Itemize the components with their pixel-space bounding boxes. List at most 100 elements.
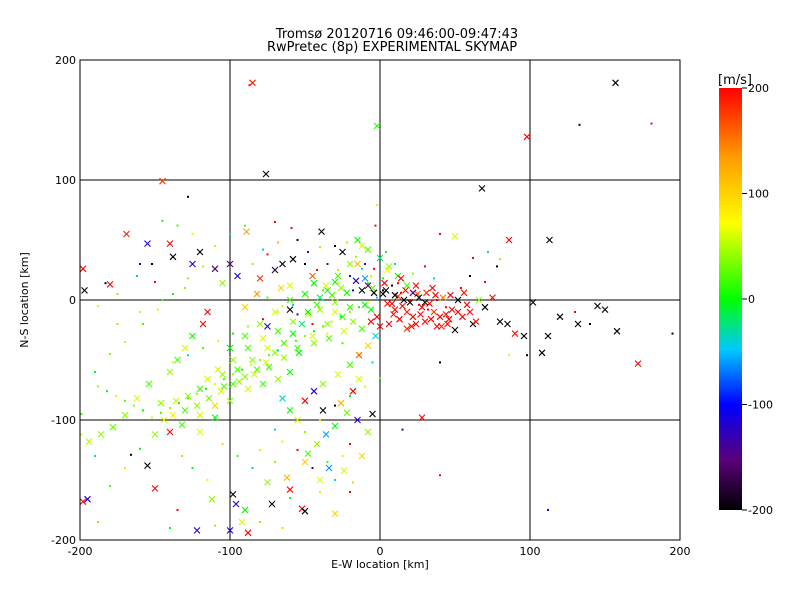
- data-point-cross: [364, 246, 372, 253]
- data-point-dot: [460, 287, 462, 289]
- data-point-cross: [367, 306, 375, 313]
- data-point-dot: [214, 383, 216, 385]
- data-point-cross: [432, 291, 439, 299]
- data-point-dot: [244, 224, 246, 227]
- data-point-dot: [97, 305, 99, 307]
- x-axis-label: E-W location [km]: [331, 558, 429, 571]
- data-point-cross: [262, 170, 270, 178]
- data-point-dot: [259, 449, 261, 451]
- data-point-cross: [451, 233, 459, 240]
- data-point-dot: [487, 251, 489, 253]
- data-point-cross: [349, 318, 357, 325]
- data-point-cross: [373, 122, 381, 130]
- data-point-cross: [339, 248, 346, 256]
- data-point-cross: [544, 332, 552, 340]
- data-point-cross: [196, 385, 204, 393]
- data-point-cross: [286, 306, 294, 313]
- data-point-dot: [124, 341, 126, 343]
- data-point-cross: [421, 299, 429, 306]
- data-point-cross: [334, 272, 342, 280]
- x-tick-label: -100: [218, 545, 243, 558]
- data-point-dot: [154, 281, 156, 283]
- data-point-dot: [274, 428, 276, 431]
- data-point-cross: [430, 308, 438, 316]
- data-point-dot: [304, 431, 306, 433]
- data-point-dot: [436, 299, 438, 301]
- data-point-cross: [594, 302, 601, 310]
- x-tick-label: -200: [68, 545, 93, 558]
- data-point-dot: [322, 325, 324, 328]
- data-point-dot: [196, 392, 198, 395]
- data-point-dot: [221, 443, 224, 445]
- data-point-cross: [97, 431, 105, 438]
- data-point-cross: [309, 332, 316, 340]
- data-point-cross: [277, 284, 285, 292]
- data-point-dot: [364, 263, 366, 265]
- data-point-cross: [354, 416, 361, 424]
- data-point-cross: [316, 294, 324, 301]
- data-point-cross: [144, 240, 151, 247]
- data-point-cross: [346, 260, 354, 268]
- data-point-cross: [241, 332, 249, 340]
- data-point-cross: [343, 289, 351, 297]
- data-point-cross: [399, 302, 406, 310]
- data-point-dot: [191, 233, 194, 235]
- data-point-dot: [334, 245, 336, 247]
- data-point-cross: [384, 300, 391, 307]
- data-point-dot: [412, 272, 414, 275]
- data-point-cross: [331, 422, 339, 430]
- data-point-cross: [235, 378, 243, 385]
- data-point-cross: [331, 299, 339, 306]
- data-point-dot: [161, 219, 164, 222]
- data-point-cross: [226, 260, 234, 268]
- data-point-cross: [313, 440, 321, 448]
- data-point-dot: [326, 263, 329, 265]
- colorbar-tick-label: -100: [748, 399, 773, 412]
- data-point-dot: [373, 267, 375, 270]
- data-point-cross: [316, 306, 324, 313]
- data-point-cross: [283, 474, 291, 481]
- x-tick-label: 200: [670, 545, 691, 558]
- data-point-cross: [85, 438, 93, 445]
- data-point-cross: [286, 368, 294, 376]
- data-point-dot: [97, 521, 99, 523]
- data-point-dot: [346, 241, 348, 244]
- data-point-dot: [133, 404, 135, 407]
- data-point-dot: [116, 293, 119, 295]
- data-point-dot: [499, 258, 501, 261]
- data-point-dot: [361, 267, 363, 270]
- data-point-cross: [211, 414, 219, 421]
- data-point-dot: [232, 332, 234, 335]
- data-point-dot: [295, 339, 297, 342]
- data-point-cross: [489, 294, 496, 301]
- data-point-cross: [381, 279, 388, 287]
- data-point-dot: [311, 323, 314, 325]
- data-point-cross: [310, 387, 318, 395]
- data-point-dot: [223, 378, 225, 381]
- data-point-dot: [202, 347, 204, 349]
- data-point-cross: [264, 344, 271, 352]
- data-point-cross: [196, 248, 204, 256]
- data-point-dot: [371, 361, 374, 364]
- data-point-cross: [478, 185, 486, 192]
- data-point-dot: [352, 289, 354, 292]
- data-point-cross: [229, 491, 237, 498]
- data-point-dot: [433, 277, 435, 280]
- data-point-dot: [319, 491, 321, 493]
- data-point-dot: [349, 443, 351, 445]
- data-point-cross: [472, 318, 480, 325]
- data-point-dot: [274, 461, 276, 463]
- data-point-cross: [279, 395, 286, 402]
- data-point-cross: [358, 287, 366, 294]
- y-tick-label: -200: [51, 534, 76, 547]
- data-point-cross: [601, 306, 609, 313]
- data-point-dot: [296, 313, 299, 316]
- data-point-dot: [262, 248, 264, 251]
- data-point-dot: [202, 265, 204, 268]
- data-point-dot: [311, 467, 314, 469]
- data-point-dot: [181, 455, 183, 457]
- data-point-dot: [191, 467, 194, 469]
- data-point-dot: [277, 241, 279, 244]
- data-point-cross: [268, 500, 276, 508]
- data-point-dot: [262, 318, 264, 321]
